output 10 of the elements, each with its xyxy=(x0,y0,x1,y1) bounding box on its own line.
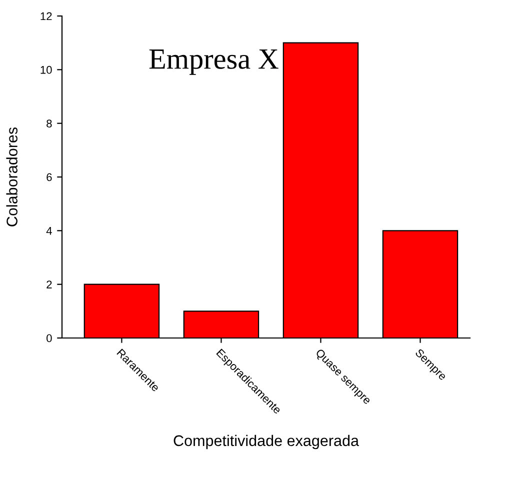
y-tick-label: 4 xyxy=(46,227,52,235)
text: Empresa X xyxy=(149,50,278,75)
y-tick-label: 2 xyxy=(46,280,52,288)
y-tick-label: 0 xyxy=(46,334,52,342)
y-tick-label: 10 xyxy=(40,66,52,74)
y-tick-label: 6 xyxy=(46,173,52,182)
x-axis-title: Competitividade exagerada xyxy=(174,434,360,450)
y-tick-label: 12 xyxy=(40,12,52,20)
y-tick-label: 8 xyxy=(46,120,52,128)
y-axis-title: Colaboradores xyxy=(6,127,18,226)
